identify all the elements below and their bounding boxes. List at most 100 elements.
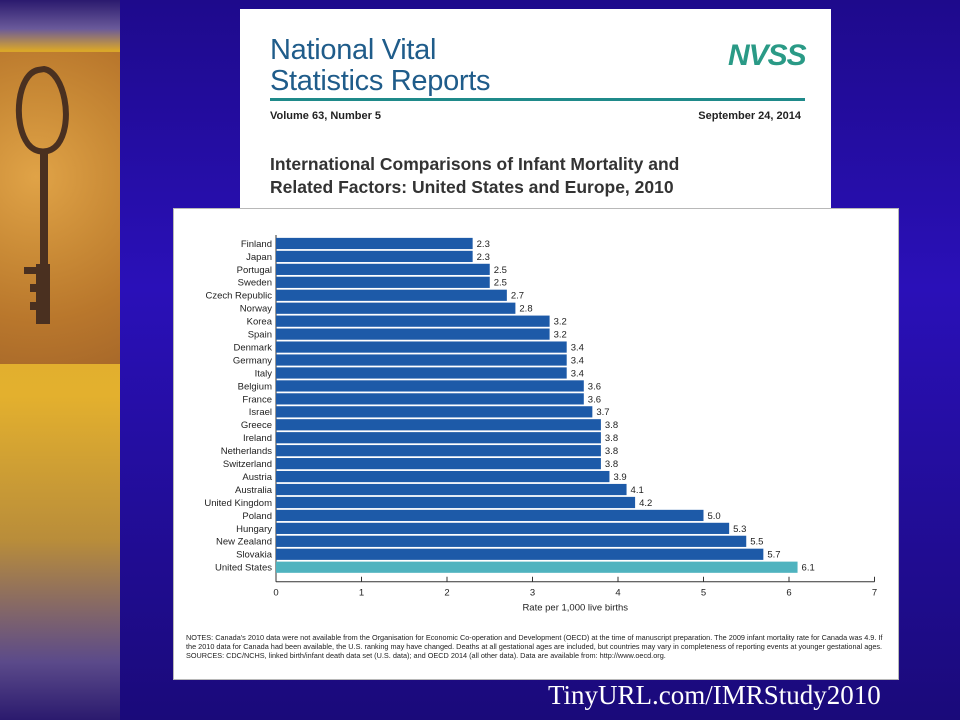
data-label: 2.3: [477, 252, 490, 263]
antique-key-photo: [0, 52, 120, 364]
data-label: 2.5: [494, 278, 507, 289]
bar: [276, 341, 567, 353]
data-label: 3.4: [571, 368, 584, 379]
data-label: 3.2: [554, 330, 567, 341]
category-label: Finland: [241, 239, 272, 250]
data-label: 2.8: [519, 304, 532, 315]
bar: [276, 367, 567, 379]
category-label: Norway: [240, 304, 272, 315]
data-label: 4.1: [631, 485, 644, 496]
bar: [276, 445, 601, 457]
x-axis-label: Rate per 1,000 live births: [522, 603, 628, 614]
bar: [276, 561, 798, 573]
category-label: Spain: [248, 330, 272, 341]
category-label: New Zealand: [216, 537, 272, 548]
data-label: 3.8: [605, 420, 618, 431]
category-label: Belgium: [238, 381, 272, 392]
notes-text: NOTES: Canada's 2010 data were not avail…: [186, 633, 883, 652]
category-label: France: [242, 394, 272, 405]
data-label: 2.3: [477, 239, 490, 250]
bar: [276, 522, 730, 534]
category-label: Australia: [235, 485, 273, 496]
bar: [276, 419, 601, 431]
data-label: 3.8: [605, 459, 618, 470]
data-label: 2.5: [494, 265, 507, 276]
category-label: Slovakia: [236, 550, 273, 561]
data-label: 5.5: [750, 537, 763, 548]
chart-panel: Finland 2.3 Japan 2.3 Portugal 2.5 Sweden 2.5 Cz…: [173, 208, 899, 680]
data-label: 3.8: [605, 433, 618, 444]
data-label: 3.2: [554, 317, 567, 328]
category-label: Ireland: [243, 433, 272, 444]
x-tick-label: 5: [701, 588, 706, 599]
category-label: Netherlands: [221, 446, 272, 457]
category-label: Portugal: [237, 265, 272, 276]
category-label: Israel: [249, 407, 272, 418]
data-label: 3.8: [605, 446, 618, 457]
infant-mortality-bar-chart: Finland 2.3 Japan 2.3 Portugal 2.5 Sweden 2.5 Cz…: [204, 235, 877, 614]
category-label: Czech Republic: [205, 291, 272, 302]
bar: [276, 380, 584, 392]
category-label: Poland: [242, 511, 272, 522]
x-tick-label: 1: [359, 588, 364, 599]
category-label: Austria: [242, 472, 272, 483]
x-tick-label: 0: [273, 588, 278, 599]
report-volume: Volume 63, Number 5: [270, 110, 382, 122]
chart-notes: NOTES: Canada's 2010 data were not avail…: [186, 633, 886, 661]
bar: [276, 354, 567, 366]
data-label: 5.7: [767, 550, 780, 561]
header-divider: [270, 98, 805, 101]
report-header: National Vital Statistics Reports NVSS V…: [240, 9, 831, 209]
x-tick-label: 3: [530, 588, 535, 599]
data-label: 6.1: [802, 563, 815, 574]
bar: [276, 250, 473, 263]
bar: [276, 432, 601, 444]
report-subtitle: International Comparisons of Infant Mort…: [270, 154, 680, 197]
data-label: 3.4: [571, 355, 584, 366]
key-icon: [15, 65, 69, 324]
x-tick-label: 6: [786, 588, 791, 599]
bar: [276, 237, 473, 250]
data-label: 2.7: [511, 291, 524, 302]
category-label: Korea: [247, 317, 273, 328]
bar: [276, 548, 764, 560]
bar: [276, 276, 490, 288]
sources-text: SOURCES: CDC/NCHS, linked birth/infant d…: [186, 651, 666, 661]
bar: [276, 302, 516, 314]
bar: [276, 535, 747, 547]
category-label: Sweden: [238, 278, 272, 289]
x-tick-label: 4: [615, 588, 620, 599]
bar: [276, 406, 593, 418]
category-label: Switzerland: [223, 459, 272, 470]
report-date: September 24, 2014: [698, 110, 801, 122]
data-label: 3.7: [596, 407, 609, 418]
category-label: Germany: [233, 355, 272, 366]
bar: [276, 483, 627, 496]
data-label: 5.3: [733, 524, 746, 535]
data-label: 5.0: [708, 511, 721, 522]
category-label: Greece: [241, 420, 272, 431]
bar: [276, 289, 507, 301]
data-label: 3.6: [588, 381, 601, 392]
bar: [276, 509, 704, 522]
data-label: 3.9: [613, 472, 626, 483]
category-label: United Kingdom: [204, 498, 272, 509]
category-label: Denmark: [233, 342, 272, 353]
url-caption: TinyURL.com/IMRStudy2010: [548, 680, 881, 710]
category-label: Italy: [255, 368, 273, 379]
bar: [276, 393, 584, 405]
bar: [276, 470, 610, 483]
bar: [276, 496, 636, 509]
x-tick-label: 7: [872, 588, 877, 599]
bar: [276, 328, 550, 340]
data-label: 4.2: [639, 498, 652, 509]
report-title: National Vital Statistics Reports: [270, 34, 491, 97]
bar: [276, 263, 490, 275]
bar: [276, 315, 550, 327]
nvss-logo: NVSS: [728, 39, 807, 72]
data-label: 3.4: [571, 342, 584, 353]
data-label: 3.6: [588, 394, 601, 405]
category-label: United States: [215, 563, 272, 574]
x-tick-label: 2: [444, 588, 449, 599]
category-label: Hungary: [236, 524, 272, 535]
